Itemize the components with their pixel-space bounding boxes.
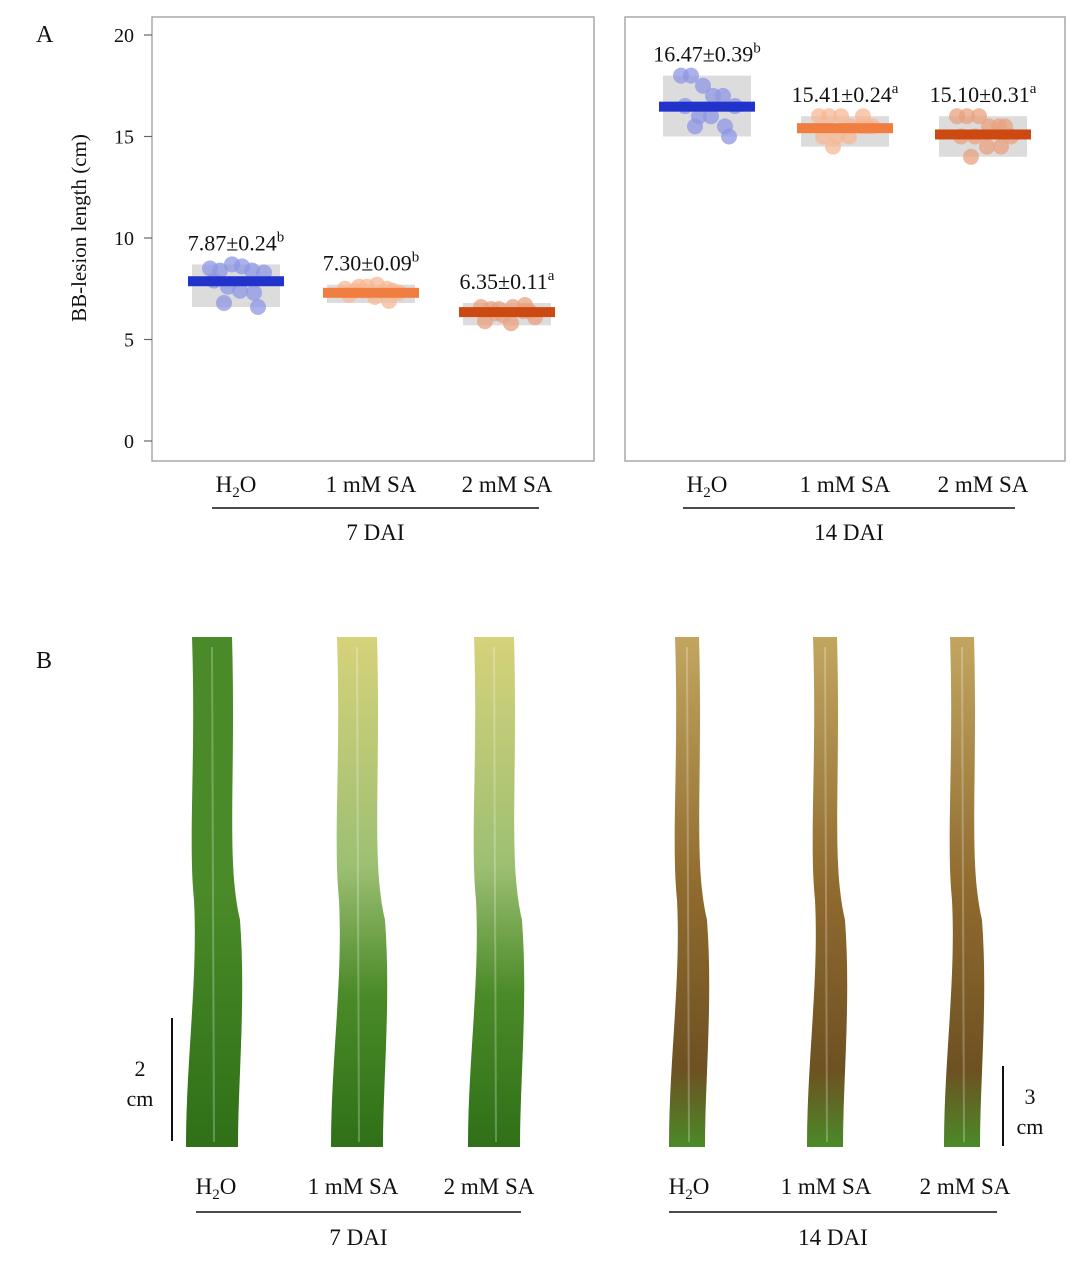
mean-bar-1-mm-sa-14-dai [797,123,893,134]
data-point-h2o-14-dai-11 [687,118,703,135]
data-point-1-mm-sa-14-dai-3 [833,108,849,125]
panel-frame-7-dai [151,16,595,462]
photo-category-h2o-14-dai: H2O [669,1174,710,1203]
data-point-h2o-14-dai-9 [703,108,719,125]
data-point-h2o-14-dai-3 [695,77,711,94]
photo-group-label-14-dai: 14 DAI [798,1225,868,1250]
data-point-2-mm-sa-14-dai-9 [979,138,995,155]
data-point-h2o-14-dai-5 [715,87,731,104]
leaf-midrib-h2o-14-dai [686,646,690,1143]
photo-category-1-mm-sa-14-dai: 1 mM SA [781,1174,872,1199]
mean-bar-2-mm-sa-7-dai [459,307,555,318]
data-point-2-mm-sa-14-dai-11 [963,148,979,165]
leaf-midrib-h2o-7-dai [211,646,215,1143]
data-point-h2o-7-dai-10 [246,284,262,301]
data-point-h2o-14-dai-12 [721,128,737,145]
y-tick-label-0: 0 [124,431,134,453]
mean-bar-h2o-14-dai [659,101,755,112]
y-tick-label-5: 5 [124,330,134,352]
leaf-photos [186,637,985,1147]
y-axis: 0 5 10 15 20 [114,25,152,453]
data-point-h2o-7-dai-5 [244,262,260,279]
leaf-2-mm-sa-7-dai [468,637,525,1147]
leaf-1-mm-sa-14-dai [807,637,848,1147]
scale-left-value: 2 [135,1056,146,1081]
mean-label-2-mm-sa-7-dai: 6.35±0.11a [460,268,555,294]
photo-category-labels: H2O 1 mM SA 2 mM SA 7 DAI H2O 1 mM SA 2 mM SA 1… [196,1174,1011,1250]
scale-right-value: 3 [1025,1084,1036,1109]
y-tick-label-10: 10 [114,228,134,250]
chart-category-1-mm-sa-14-dai: 1 mM SA [800,472,891,497]
mean-label-2-mm-sa-14-dai: 15.10±0.31a [930,81,1037,107]
data-point-h2o-14-dai-2 [683,67,699,84]
photo-category-2-mm-sa-14-dai: 2 mM SA [920,1174,1011,1199]
leaf-midrib-1-mm-sa-14-dai [824,646,828,1143]
data-point-2-mm-sa-7-dai-9 [503,315,519,332]
leaf-midrib-2-mm-sa-7-dai [493,646,497,1143]
y-axis-title: BB-lesion length (cm) [67,134,91,322]
chart-category-labels: H2O 1 mM SA 2 mM SA 7 DAI H2O 1 mM SA 2 mM SA 1… [212,472,1029,545]
data-point-h2o-7-dai-9 [232,282,248,299]
leaf-midrib-1-mm-sa-7-dai [356,646,360,1143]
scale-left-unit: cm [127,1086,154,1111]
chart-7dai: 7.87±0.24b 7.30±0.09b 6.35±0.11a [151,16,595,462]
scale-right-unit: cm [1017,1114,1044,1139]
mean-bar-1-mm-sa-7-dai [323,287,419,298]
chart-category-h2o-14-dai: H2O [687,472,728,501]
data-point-h2o-7-dai-11 [216,294,232,311]
data-point-1-mm-sa-14-dai-2 [821,108,837,125]
chart-category-2-mm-sa-7-dai: 2 mM SA [462,472,553,497]
chart-category-1-mm-sa-7-dai: 1 mM SA [326,472,417,497]
mean-bar-h2o-7-dai [188,276,284,287]
leaf-1-mm-sa-7-dai [331,637,388,1147]
photo-category-1-mm-sa-7-dai: 1 mM SA [308,1174,399,1199]
mean-label-h2o-14-dai: 16.47±0.39b [653,41,761,67]
chart-category-2-mm-sa-14-dai: 2 mM SA [938,472,1029,497]
chart-14dai: 16.47±0.39b 15.41±0.24a 15.10±0.31a [624,16,1066,462]
group-label-14-dai: 14 DAI [814,520,884,545]
panel-frame-14-dai [624,16,1066,462]
data-point-h2o-7-dai-12 [250,299,266,316]
mean-label-1-mm-sa-7-dai: 7.30±0.09b [323,250,420,276]
data-point-1-mm-sa-14-dai-11 [825,138,841,155]
mean-bar-2-mm-sa-14-dai [935,129,1031,140]
data-point-2-mm-sa-14-dai-3 [971,108,987,125]
photo-category-h2o-7-dai: H2O [196,1174,237,1203]
mean-label-h2o-7-dai: 7.87±0.24b [188,229,285,255]
data-point-2-mm-sa-14-dai-10 [993,138,1009,155]
photo-category-2-mm-sa-7-dai: 2 mM SA [444,1174,535,1199]
y-tick-label-20: 20 [114,25,134,47]
leaf-h2o-7-dai [186,637,243,1147]
leaf-midrib-2-mm-sa-14-dai [961,646,965,1143]
mean-label-1-mm-sa-14-dai: 15.41±0.24a [792,81,899,107]
y-tick-label-15: 15 [114,127,134,149]
data-point-2-mm-sa-14-dai-2 [959,108,975,125]
photo-group-label-7-dai: 7 DAI [329,1225,387,1250]
panel-b-label: B [36,648,52,674]
leaf-2-mm-sa-14-dai [944,637,985,1147]
group-label-7-dai: 7 DAI [346,520,404,545]
panel-a-label: A [36,22,54,48]
leaf-h2o-14-dai [669,637,710,1147]
chart-category-h2o-7-dai: H2O [216,472,257,501]
